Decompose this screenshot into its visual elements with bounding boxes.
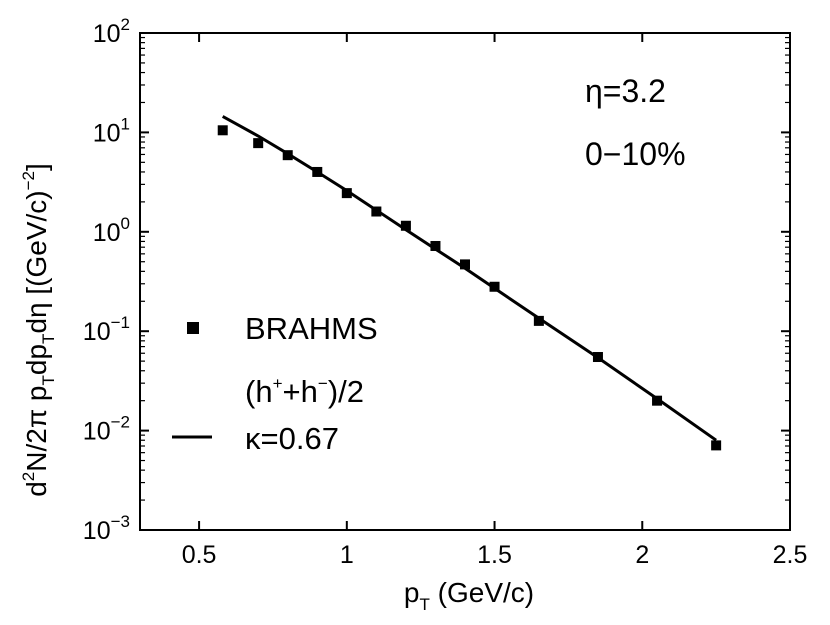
y-tick-label: 10−2 — [83, 413, 130, 446]
data-point — [312, 166, 323, 177]
data-point — [282, 150, 293, 161]
x-tick-label: 2 — [635, 541, 649, 569]
data-point — [489, 281, 500, 292]
legend-marker-square — [187, 322, 199, 334]
data-point — [533, 315, 544, 326]
data-point — [253, 138, 264, 149]
y-axis-label: d2N/2π pTdpTdη [(GeV/c)−2] — [19, 163, 58, 497]
x-axis-label: pT (GeV/c) — [404, 577, 534, 614]
data-point — [430, 240, 441, 251]
data-point — [711, 440, 722, 451]
legend-label-kappa: κ=0.67 — [245, 421, 339, 456]
legend: BRAHMS (h++h−)/2 κ=0.67 — [172, 311, 378, 456]
legend-label-hadrons: (h++h−)/2 — [245, 374, 364, 409]
data-point — [341, 188, 352, 199]
data-point — [217, 125, 228, 136]
y-tick-label: 10−1 — [83, 313, 130, 346]
data-point — [400, 220, 411, 231]
annotation-centrality: 0−10% — [585, 136, 686, 172]
y-tick-label: 10−3 — [83, 512, 130, 545]
y-tick-label: 101 — [93, 114, 130, 147]
y-tick-label: 102 — [93, 15, 130, 48]
annotation-eta: η=3.2 — [585, 73, 666, 109]
legend-label-brahms: BRAHMS — [245, 311, 378, 346]
x-tick-label: 2.5 — [773, 541, 808, 569]
data-point — [460, 259, 470, 270]
x-tick-label: 1.5 — [477, 541, 512, 569]
data-point — [592, 352, 603, 363]
x-tick-label: 0.5 — [182, 541, 217, 569]
data-point — [371, 206, 382, 217]
plot-frame — [139, 32, 791, 531]
y-tick-label: 100 — [93, 214, 130, 247]
data-point — [652, 395, 663, 406]
x-tick-label: 1 — [340, 541, 354, 569]
